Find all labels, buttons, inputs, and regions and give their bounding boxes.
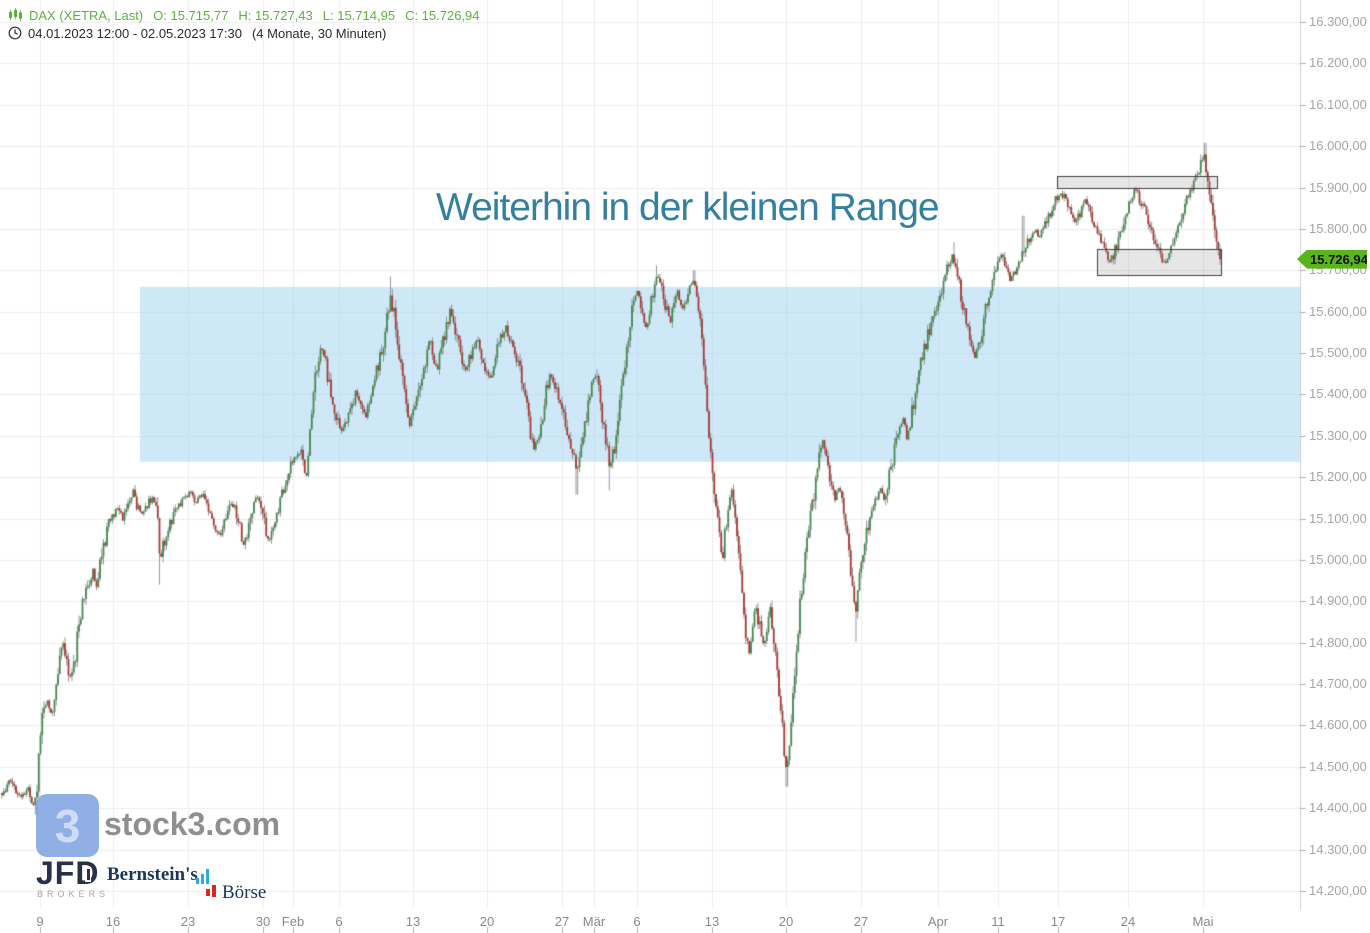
price-axis-label: 14.300,00: [1309, 841, 1367, 857]
time-axis-label: 13: [704, 914, 720, 929]
time-axis-label: 30: [255, 914, 271, 929]
time-axis-label: Mär: [582, 914, 606, 929]
chart-header: DAX (XETRA, Last) O: 15.715,77 H: 15.727…: [8, 6, 480, 42]
time-axis-label: 11: [991, 914, 1005, 929]
price-axis-label: 15.600,00: [1309, 303, 1367, 319]
stock3-logo-mark: 3: [36, 794, 99, 857]
price-axis-label: 15.900,00: [1309, 179, 1367, 195]
boerse-red-bars-icon: [206, 885, 218, 899]
price-axis-label: 16.100,00: [1309, 96, 1367, 112]
price-axis-label: 14.800,00: [1309, 634, 1367, 650]
boerse-label: Börse: [222, 882, 267, 903]
symbol-name: DAX (XETRA, Last): [29, 7, 144, 23]
price-axis-label: 15.800,00: [1309, 220, 1367, 236]
time-header: 04.01.2023 12:00 - 02.05.2023 17:30 (4 M…: [8, 24, 480, 42]
time-axis-label: 13: [405, 914, 421, 929]
stock3-logo-text: stock3.com: [104, 806, 281, 842]
time-axis-label: 24: [1120, 914, 1136, 929]
time-axis-label: 20: [778, 914, 794, 929]
price-axis-label: 15.200,00: [1309, 469, 1367, 485]
price-axis-label: 14.700,00: [1309, 676, 1367, 692]
chart-annotation-title: Weiterhin in der kleinen Range: [436, 186, 940, 229]
time-axis-label: 16: [105, 914, 121, 929]
last-price-badge: 15.726,94: [1297, 249, 1367, 269]
price-axis-label: 15.100,00: [1309, 510, 1367, 526]
ohlc-open: O: 15.715,77: [153, 7, 229, 23]
price-axis-label: 15.400,00: [1309, 386, 1367, 402]
jfd-brokers-label: BROKERS: [37, 889, 110, 899]
candlestick-icon: [9, 8, 22, 21]
time-axis-label: 17: [1050, 914, 1066, 929]
symbol-header: DAX (XETRA, Last) O: 15.715,77 H: 15.727…: [8, 6, 480, 24]
time-axis-label: 27: [853, 914, 869, 929]
time-axis-label: Mai: [1192, 914, 1214, 929]
price-axis-label: 15.300,00: [1309, 427, 1367, 443]
bernstein-logo: Bernstein's: [107, 864, 198, 885]
price-axis-label: 14.600,00: [1309, 717, 1367, 733]
stock3-logo-glyph: 3: [54, 799, 81, 852]
price-axis-label: 16.200,00: [1309, 55, 1367, 71]
period-meta: (4 Monate, 30 Minuten): [251, 25, 387, 41]
ohlc-low: L: 15.714,95: [322, 7, 396, 23]
time-axis-label: 6: [633, 914, 641, 929]
ohlc-high: H: 15.727,43: [238, 7, 313, 23]
price-axis-label: 15.000,00: [1309, 551, 1367, 567]
bernstein-bars-icon: [196, 868, 212, 884]
time-axis-label: 6: [335, 914, 343, 929]
price-axis-label: 14.200,00: [1309, 883, 1367, 898]
price-axis-label: 14.900,00: [1309, 593, 1367, 609]
ohlc-close: C: 15.726,94: [405, 7, 480, 23]
time-axis-label: Apr: [927, 914, 949, 929]
price-axis-label: 14.500,00: [1309, 758, 1367, 774]
period-text: 04.01.2023 12:00 - 02.05.2023 17:30: [28, 25, 242, 41]
time-axis-label: Feb: [281, 914, 305, 929]
jfd-logo: JFD: [36, 857, 99, 889]
price-axis-label: 14.400,00: [1309, 800, 1367, 816]
price-axis-label: 16.300,00: [1309, 14, 1367, 29]
price-axis-label: 16.000,00: [1309, 138, 1367, 154]
time-axis-label: 23: [180, 914, 196, 929]
clock-icon: [8, 26, 22, 40]
time-axis-label: 9: [36, 914, 44, 929]
time-axis-label: 20: [479, 914, 495, 929]
time-axis-label: 27: [554, 914, 570, 929]
jfd-candle-icon: [85, 867, 91, 882]
price-axis-label: 15.500,00: [1309, 345, 1367, 361]
